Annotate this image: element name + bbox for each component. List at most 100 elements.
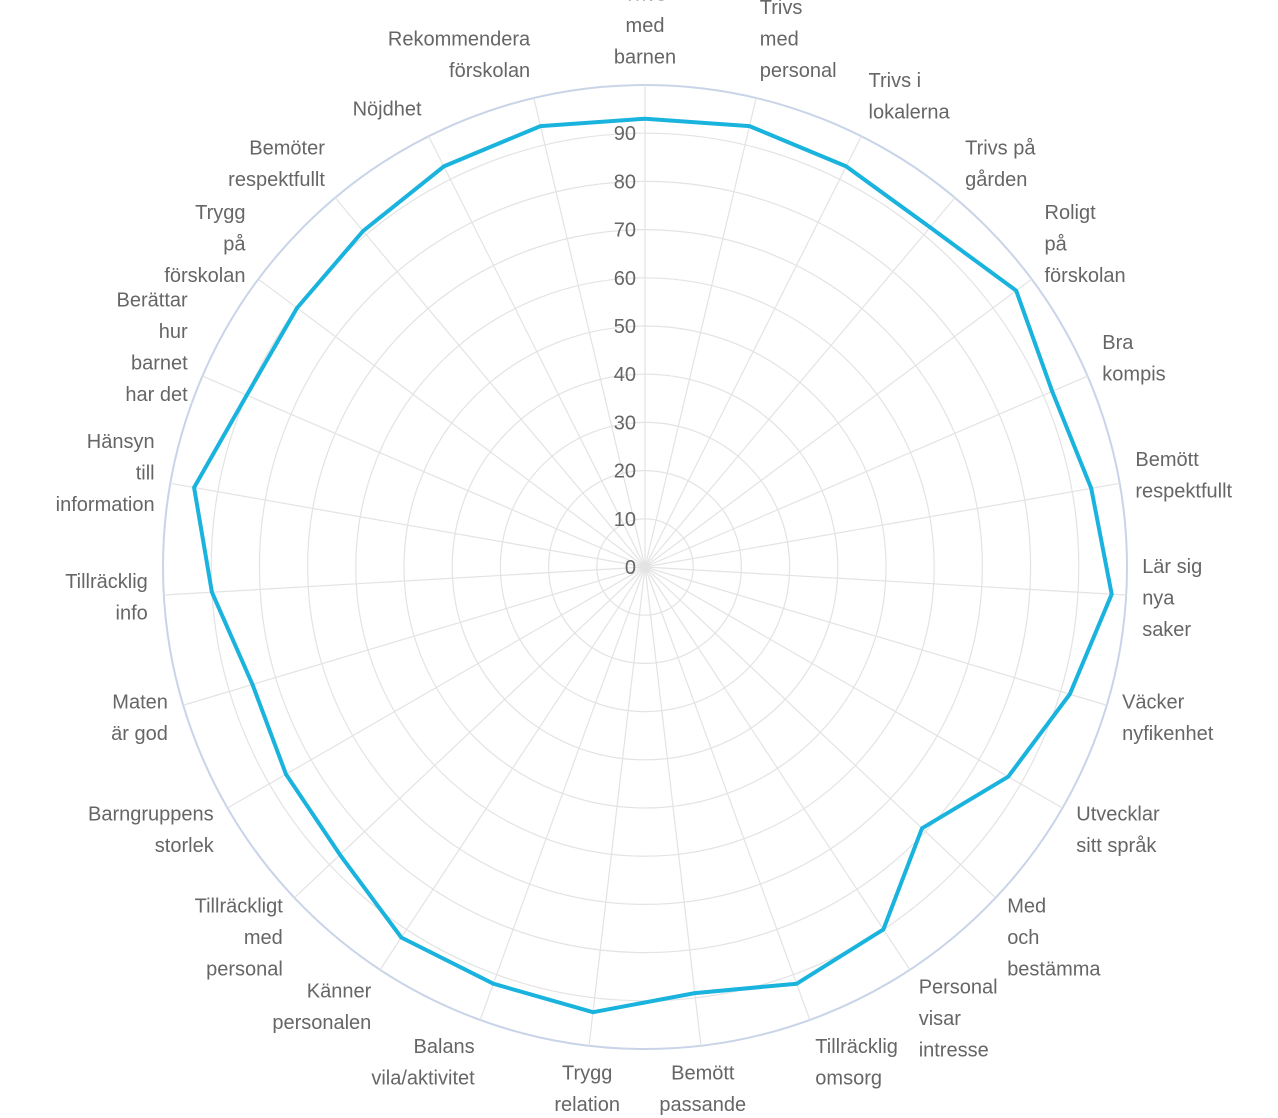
category-label-line: hur xyxy=(159,321,188,343)
data-point xyxy=(920,826,924,830)
category-label: Utvecklar sitt språk xyxy=(1076,804,1160,858)
data-point xyxy=(795,982,799,986)
category-label-line: barnen xyxy=(614,47,676,69)
category-label-line: har det xyxy=(125,384,188,406)
data-point xyxy=(747,124,751,128)
category-label: Barngruppens storlek xyxy=(88,804,215,858)
category-label: Trygg relation xyxy=(554,1063,620,1117)
grid-spoke xyxy=(258,278,646,568)
category-label: Roligt på förskolan xyxy=(1045,202,1126,287)
category-label: Bra kompis xyxy=(1102,332,1165,386)
grid-spoke xyxy=(644,566,1107,706)
series-layer xyxy=(192,116,1114,1015)
category-label: Trygg på förskolan xyxy=(164,202,246,287)
category-label-line: på xyxy=(1045,234,1068,256)
category-label-line: Personal xyxy=(919,976,998,998)
grid-spoke xyxy=(183,566,646,706)
data-point xyxy=(1089,486,1093,490)
tick-label: 40 xyxy=(614,364,636,386)
category-label: Bemöter respektfullt xyxy=(228,137,325,191)
category-label: Tillräcklig omsorg xyxy=(815,1036,898,1090)
data-point xyxy=(442,164,446,168)
category-label: Tillräckligt med personal xyxy=(195,896,284,981)
category-label: Känner personalen xyxy=(272,980,371,1034)
grid-spoke xyxy=(533,97,646,568)
category-label-line: Bemött xyxy=(1135,449,1199,471)
category-label-line: Tillräcklig xyxy=(65,571,148,593)
category-label-line: med xyxy=(244,927,283,949)
grid-spoke xyxy=(644,375,1088,568)
grid-spoke xyxy=(588,566,646,1046)
tick-label: 70 xyxy=(614,220,636,242)
category-label: Hänsyn till information xyxy=(56,431,155,516)
tick-label: 90 xyxy=(614,123,636,145)
category-label-line: respektfullt xyxy=(228,169,325,191)
category-label-line: vila/aktivitet xyxy=(371,1068,475,1090)
category-label: Trivs med barnen xyxy=(614,0,676,69)
category-label-line: förskolan xyxy=(449,60,530,82)
grid-spoke xyxy=(227,566,646,809)
category-label: Bemött passande xyxy=(659,1063,746,1117)
category-label: Trivs på gården xyxy=(965,137,1036,191)
grid-spoke xyxy=(479,566,646,1021)
grid-spoke xyxy=(644,566,702,1046)
category-label-line: bestämma xyxy=(1007,959,1101,981)
category-label: Tillräcklig info xyxy=(65,571,148,625)
data-point xyxy=(1050,389,1054,393)
grid-spoke xyxy=(644,566,997,899)
data-point xyxy=(295,306,299,310)
category-label-line: Trivs xyxy=(624,0,667,6)
tick-label: 30 xyxy=(614,412,636,434)
category-label-line: Hänsyn xyxy=(87,431,155,453)
category-label-line: Lär sig xyxy=(1142,556,1202,578)
grid-spoke xyxy=(644,566,811,1021)
grid-spoke xyxy=(293,566,646,899)
data-point xyxy=(881,927,885,931)
tick-label: 60 xyxy=(614,268,636,290)
category-label-line: personal xyxy=(206,959,283,981)
data-point xyxy=(591,1010,595,1014)
data-point xyxy=(192,485,196,489)
data-point xyxy=(338,853,342,857)
category-label-line: förskolan xyxy=(164,265,245,287)
category-label-line: till xyxy=(136,462,155,484)
category-label: Berättar hur barnet har det xyxy=(117,289,189,406)
grid-spoke xyxy=(644,566,1127,596)
grid-spoke xyxy=(644,197,956,568)
data-point xyxy=(1014,289,1018,293)
category-label-line: Väcker xyxy=(1122,692,1185,714)
category-label-line: Trivs på xyxy=(965,137,1036,159)
category-label-line: är god xyxy=(111,723,168,745)
data-point xyxy=(693,991,697,995)
grid-spoke xyxy=(170,482,646,568)
data-point xyxy=(1068,692,1072,696)
category-label-line: med xyxy=(626,15,665,37)
category-label: Nöjdhet xyxy=(353,99,422,121)
grid-spoke xyxy=(163,566,646,596)
grid-spoke xyxy=(202,375,646,568)
data-point xyxy=(245,393,249,397)
category-label-line: Känner xyxy=(307,980,372,1002)
grid-spoke xyxy=(644,566,911,971)
category-label-line: Bra xyxy=(1102,332,1134,354)
category-label: Personal visar intresse xyxy=(919,976,998,1061)
category-label-line: Med xyxy=(1007,896,1046,918)
category-label: Bemött respektfullt xyxy=(1135,449,1232,503)
tick-label: 20 xyxy=(614,461,636,483)
grid xyxy=(162,84,1128,1050)
data-point xyxy=(284,772,288,776)
grid-spoke xyxy=(334,197,646,568)
category-label-line: Bemöter xyxy=(249,137,325,159)
data-point xyxy=(491,982,495,986)
category-label-line: nya xyxy=(1142,588,1175,610)
category-label-line: passande xyxy=(659,1094,746,1116)
category-label-line: Tillräcklig xyxy=(815,1036,898,1058)
category-label-line: kompis xyxy=(1102,364,1165,386)
category-label: Med och bestämma xyxy=(1007,896,1101,981)
category-label-line: med xyxy=(760,28,799,50)
category-label-line: gården xyxy=(965,169,1027,191)
category-label-line: förskolan xyxy=(1045,265,1126,287)
data-point xyxy=(539,124,543,128)
grid-spoke xyxy=(644,97,757,568)
tick-label: 80 xyxy=(614,171,636,193)
